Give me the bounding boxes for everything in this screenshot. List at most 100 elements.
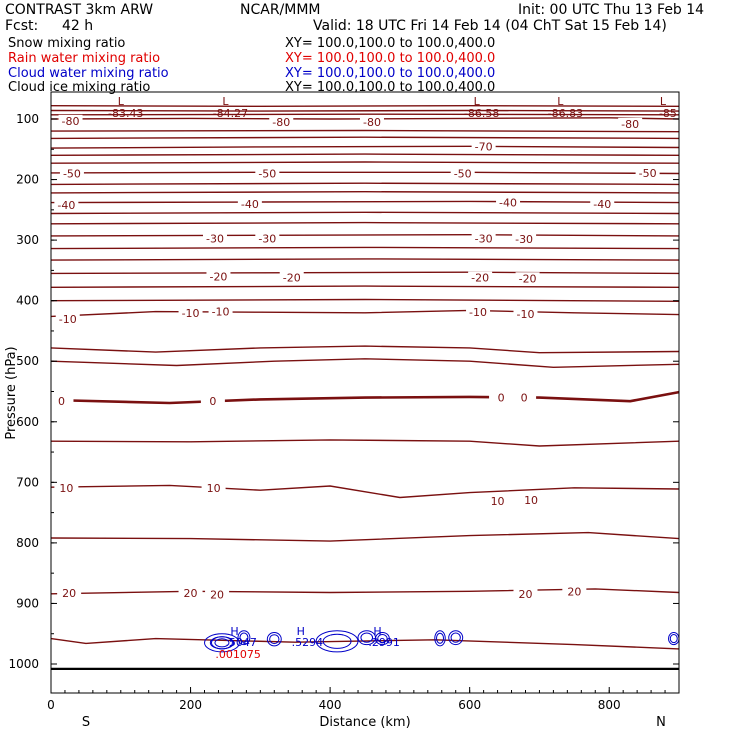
contour-label-0-0: 0 (58, 395, 65, 408)
contour-line-17 (50, 439, 680, 447)
contour-line-13 (50, 285, 680, 288)
cloud-water-contour-inner-1 (214, 638, 230, 648)
contour-layer (50, 104, 680, 650)
contour-label-bg (466, 306, 491, 319)
contour-label-bg (496, 196, 521, 209)
cloud-water-contour-7 (434, 630, 446, 647)
plot-frame (50, 91, 680, 694)
cloud-water-contour-8 (448, 630, 464, 646)
contour-label-bg (58, 114, 83, 127)
contour-label-bg (54, 198, 79, 211)
forecast-label: Fcst: (5, 18, 39, 34)
x-end-label-north: N (656, 715, 666, 730)
contour-label--70-0: -70 (475, 140, 493, 153)
contour-label-bg (515, 272, 540, 285)
cloud-water-contour-inner-9 (669, 634, 678, 644)
cloud-water-contour-inner-8 (450, 632, 461, 643)
contour-label-bg (512, 391, 537, 404)
y-tick-label-100: 100 (16, 112, 39, 126)
cloud-water-contour-1 (210, 636, 233, 650)
cloud-high-value-0: .5047 (225, 636, 256, 649)
contour-label-20-4: 20 (567, 585, 581, 598)
contour-label-bg (471, 232, 496, 245)
org-label: NCAR/MMM (240, 2, 321, 18)
contour-labels: -80 -80 -80 -80 -70 -50 -50 -50 -50 -40 -40 -40 -40 -… (49, 95, 677, 601)
contour-label--30-3: -30 (515, 233, 533, 246)
contour-label-bg (450, 167, 475, 180)
cloud-water-contour-inner-5 (360, 632, 374, 643)
contour-label-0-1: 0 (209, 395, 216, 408)
contour-label-10-3: 10 (524, 494, 538, 507)
contour-label--10-4: -10 (517, 308, 535, 321)
y-tick-label-800: 800 (16, 536, 39, 550)
x-tick-label-200: 200 (179, 698, 202, 712)
contour-label--20-1: -20 (283, 272, 301, 285)
contour-label--10-1: -10 (182, 307, 200, 320)
low-marker-0: L (118, 95, 125, 108)
contour-label-bg (359, 116, 384, 129)
x-tick-label-600: 600 (458, 698, 481, 712)
y-tick-label-1000: 1000 (8, 657, 39, 671)
contour-line-15 (50, 345, 680, 354)
contour-label--80-0: -80 (62, 115, 80, 128)
contour-label-bg (55, 312, 80, 325)
contour-line-9 (50, 211, 680, 215)
contour-label--40-2: -40 (499, 197, 517, 210)
field-xy-cloud-ice: XY= 100.0,100.0 to 100.0,400.0 (285, 80, 496, 95)
init-time: Init: 00 UTC Thu 13 Feb 14 (518, 2, 705, 18)
y-tick-label-400: 400 (16, 294, 39, 308)
contour-label--10-3: -10 (469, 306, 487, 319)
contour-line-6 (50, 161, 680, 164)
y-axis-title: Pressure (hPa) (4, 346, 19, 439)
contour-label-bg (178, 587, 203, 600)
contour-label--10-0: -10 (59, 313, 77, 326)
contour-label-bg (618, 117, 643, 130)
x-tick-label-0: 0 (47, 698, 55, 712)
contour-label-0-3: 0 (521, 392, 528, 405)
contour-line-0 (50, 104, 680, 108)
contour-label--80-1: -80 (272, 116, 290, 129)
cloud-water-contour-4 (315, 630, 359, 653)
field-xy-cloud-water: XY= 100.0,100.0 to 100.0,400.0 (285, 66, 496, 81)
cloud-water-contour-inner-3 (269, 634, 280, 645)
isotherm--20 (50, 271, 680, 275)
contour-label-bg (202, 232, 227, 245)
y-tick-label-200: 200 (16, 173, 39, 187)
contour-label-bg (255, 167, 280, 180)
y-tick-label-900: 900 (16, 596, 39, 610)
cloud-water-contour-inner-6 (377, 634, 388, 644)
field-name-cloud-water: Cloud water mixing ratio (8, 66, 169, 81)
contour-label--30-0: -30 (206, 232, 224, 245)
contour-label-0-2: 0 (498, 392, 505, 405)
contour-label-bg (200, 395, 225, 408)
contour-label-bg (279, 271, 304, 284)
contour-label-bg (178, 306, 203, 319)
contour-label-bg (208, 305, 233, 318)
contour-line-8 (50, 190, 680, 194)
contour-label-10-1: 10 (207, 482, 221, 495)
contour-label--80-2: -80 (363, 116, 381, 129)
contour-label--80-3: -80 (621, 118, 639, 131)
isotherm--40 (50, 200, 680, 204)
contour-line-3 (50, 129, 680, 133)
contour-line-7 (50, 182, 680, 186)
forecast-hours: 42 h (62, 18, 94, 34)
contour-label-bg (237, 197, 262, 210)
contour-label-bg (59, 167, 84, 180)
y-tick-label-500: 500 (16, 354, 39, 368)
contour-line-19 (50, 637, 680, 650)
contour-label-bg (201, 481, 226, 494)
contour-label--50-1: -50 (258, 168, 276, 181)
contour-line-1 (50, 109, 680, 112)
contour-line-14 (50, 298, 680, 302)
contour-line-4 (50, 136, 680, 140)
contour-label-bg (562, 585, 587, 598)
low-value-1: -84.27 (213, 107, 248, 120)
contour-label-bg (57, 587, 82, 600)
contour-label-10-2: 10 (491, 495, 505, 508)
contour-label-20-2: 20 (210, 588, 224, 601)
contour-label--50-2: -50 (454, 168, 472, 181)
valid-time: Valid: 18 UTC Fri 14 Feb 14 (04 ChT Sat … (313, 18, 667, 34)
field-xy-snow: XY= 100.0,100.0 to 100.0,400.0 (285, 36, 496, 51)
